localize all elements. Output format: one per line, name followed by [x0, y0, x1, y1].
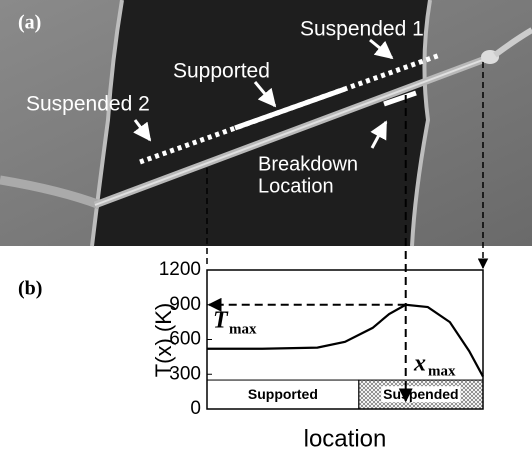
- image-label: Breakdown: [258, 153, 358, 175]
- region-label: Supported: [248, 386, 318, 402]
- y-tick-label: 900: [169, 294, 201, 315]
- x-max-symbol: x: [413, 351, 426, 377]
- image-label: Location: [258, 175, 334, 197]
- y-tick-label: 1200: [159, 259, 201, 280]
- panel-label: (a): [18, 12, 41, 34]
- x-max-sub: max: [428, 363, 456, 379]
- t-max-symbol: T: [213, 308, 229, 334]
- figure: (a) Suspended 1 Supported Suspended 2 Br…: [0, 0, 532, 459]
- panel-label: (b): [18, 278, 42, 300]
- image-label: Supported: [173, 60, 270, 83]
- image-label: Suspended 2: [26, 93, 150, 116]
- region-label: Suspended: [383, 386, 458, 402]
- y-tick-label: 300: [169, 363, 201, 384]
- y-tick-label: 0: [190, 398, 201, 419]
- sem-image: [0, 0, 532, 246]
- y-tick-label: 600: [169, 329, 201, 350]
- t-max-sub: max: [229, 321, 257, 337]
- image-label: Suspended 1: [300, 18, 424, 41]
- x-axis-label: location: [304, 425, 387, 452]
